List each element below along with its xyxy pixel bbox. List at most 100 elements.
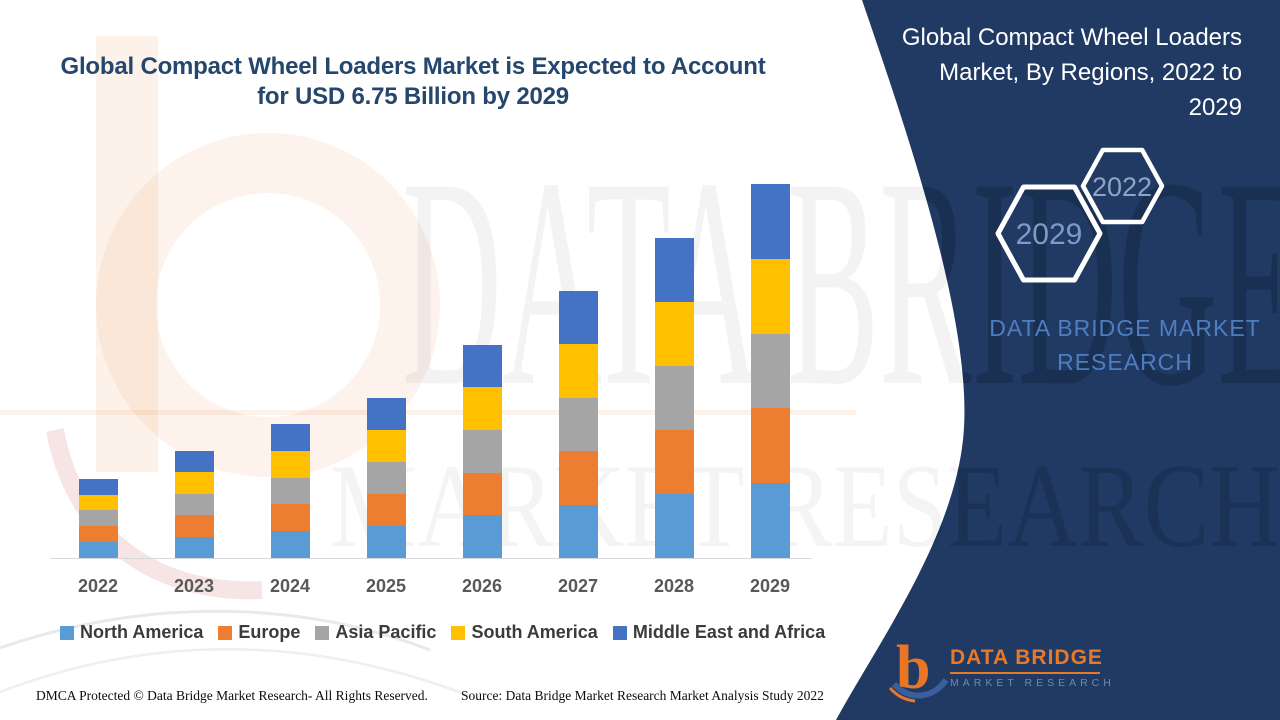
bar-segment-north-america-2023 <box>174 536 214 558</box>
bar-2023 <box>174 451 214 558</box>
x-axis-label-2028: 2028 <box>653 576 695 596</box>
bar-segment-north-america-2029 <box>750 483 790 558</box>
bar-segment-middle-east-and-africa-2029 <box>750 184 790 259</box>
bar-segment-asia-pacific-2027 <box>558 397 598 452</box>
dmca-notice: DMCA Protected © Data Bridge Market Rese… <box>36 688 428 703</box>
logo-brand-text: DATA BRIDGE <box>950 646 1103 669</box>
x-axis-label-2022: 2022 <box>77 576 119 596</box>
source-note: Source: Data Bridge Market Research Mark… <box>461 688 824 703</box>
panel-title-line-2: Market, By Regions, 2022 to <box>939 59 1242 86</box>
bar-segment-europe-2023 <box>174 515 214 537</box>
bar-segment-middle-east-and-africa-2026 <box>462 344 502 388</box>
logo-sub-text: MARKET RESEARCH <box>950 677 1115 689</box>
legend-label: Middle East and Africa <box>632 622 826 642</box>
bar-segment-north-america-2026 <box>462 515 502 558</box>
bar-segment-north-america-2027 <box>558 504 598 558</box>
watermark-gray-swoosh-2 <box>0 647 481 702</box>
x-axis-label-2024: 2024 <box>269 576 311 596</box>
watermark-b-bowl <box>96 133 440 477</box>
chart-legend: North America Europe Asia Pacific South Ame… <box>60 622 825 643</box>
watermark-b-stem <box>96 36 158 472</box>
bar-segment-south-america-2027 <box>558 344 598 398</box>
panel-title-line-1: Global Compact Wheel Loaders <box>901 24 1242 51</box>
bar-segment-middle-east-and-africa-2022 <box>78 478 118 495</box>
bar-segment-middle-east-and-africa-2024 <box>270 423 310 451</box>
headline-line-1: Global Compact Wheel Loaders Market is E… <box>60 53 766 80</box>
bar-segment-north-america-2025 <box>366 525 406 558</box>
panel-brand-line-2: RESEARCH <box>1057 349 1193 375</box>
bar-segment-asia-pacific-2023 <box>174 493 214 516</box>
bar-segment-north-america-2022 <box>78 542 118 558</box>
bar-segment-europe-2022 <box>78 526 118 543</box>
dbmr-logo-text: DATA BRIDGE MARKET RESEARCH <box>950 646 1115 689</box>
dbmr-logo-b-icon: b <box>888 634 949 703</box>
bar-segment-south-america-2024 <box>270 450 310 478</box>
watermark-gray-swoosh-1 <box>0 609 431 652</box>
legend-label: North America <box>80 622 204 642</box>
legend-item-europe: Europe <box>218 622 300 643</box>
bar-2025 <box>366 397 406 558</box>
x-axis-line <box>50 558 812 559</box>
x-axis-label-2029: 2029 <box>749 576 791 596</box>
bar-segment-asia-pacific-2029 <box>750 333 790 409</box>
legend-swatch-icon <box>218 625 233 640</box>
bar-segment-south-america-2028 <box>654 301 694 366</box>
bar-2028 <box>654 237 694 558</box>
bar-segment-europe-2029 <box>750 408 790 484</box>
bar-segment-middle-east-and-africa-2023 <box>174 451 214 473</box>
bar-segment-asia-pacific-2024 <box>270 477 310 505</box>
bar-segment-south-america-2029 <box>750 258 790 334</box>
x-axis-label-2025: 2025 <box>365 576 407 596</box>
bar-2024 <box>270 423 310 558</box>
bar-2022 <box>78 478 118 558</box>
bar-segment-europe-2025 <box>366 493 406 526</box>
legend-swatch-icon <box>612 625 627 640</box>
headline: Global Compact Wheel Loaders Market is E… <box>40 52 786 112</box>
headline-line-2: for USD 6.75 Billion by 2029 <box>257 83 569 110</box>
bar-segment-south-america-2026 <box>462 387 502 431</box>
panel-title: Global Compact Wheel Loaders Market, By … <box>877 20 1242 125</box>
legend-label: Asia Pacific <box>335 622 437 642</box>
hexagon-2029-icon <box>995 184 1103 283</box>
legend-item-north-america: North America <box>60 622 203 643</box>
legend-swatch-icon <box>60 625 74 640</box>
logo-swoosh-blue <box>891 678 949 699</box>
legend-swatch-icon <box>315 625 330 640</box>
bar-segment-europe-2027 <box>558 451 598 505</box>
watermark-red-swoosh <box>46 428 263 600</box>
legend-label: South America <box>471 622 598 642</box>
x-axis-label-2023: 2023 <box>173 576 215 596</box>
bar-segment-south-america-2022 <box>78 494 118 511</box>
bar-segment-north-america-2024 <box>270 531 310 558</box>
bar-segment-asia-pacific-2026 <box>462 430 502 473</box>
bar-segment-asia-pacific-2022 <box>78 510 118 527</box>
bar-segment-europe-2028 <box>654 429 694 494</box>
bar-segment-asia-pacific-2025 <box>366 461 406 494</box>
legend-item-middle-east-and-africa: Middle East and Africa <box>612 622 826 643</box>
badge-year-2022: 2022 <box>1092 172 1152 202</box>
panel-brand-line-1: DATA BRIDGE MARKET <box>989 315 1261 341</box>
legend-swatch-icon <box>451 625 466 640</box>
bar-segment-europe-2026 <box>462 472 502 516</box>
bar-segment-asia-pacific-2028 <box>654 365 694 430</box>
bar-segment-middle-east-and-africa-2028 <box>654 237 694 302</box>
logo-underline <box>950 672 1100 674</box>
bar-2029 <box>750 184 790 558</box>
logo-swoosh-orange <box>888 686 916 703</box>
bar-segment-middle-east-and-africa-2025 <box>366 397 406 430</box>
panel-title-line-3: 2029 <box>1188 94 1242 121</box>
bar-segment-europe-2024 <box>270 504 310 532</box>
watermark-pink-line <box>0 410 856 415</box>
bar-2026 <box>462 344 502 558</box>
bar-segment-south-america-2023 <box>174 472 214 494</box>
bar-segment-middle-east-and-africa-2027 <box>558 290 598 345</box>
panel-brand-wordmark: DATA BRIDGE MARKET RESEARCH <box>975 311 1275 379</box>
panel-shape <box>836 0 1280 720</box>
hexagon-2022-icon <box>1080 147 1165 225</box>
legend-item-south-america: South America <box>451 622 598 643</box>
legend-item-asia-pacific: Asia Pacific <box>315 622 436 643</box>
